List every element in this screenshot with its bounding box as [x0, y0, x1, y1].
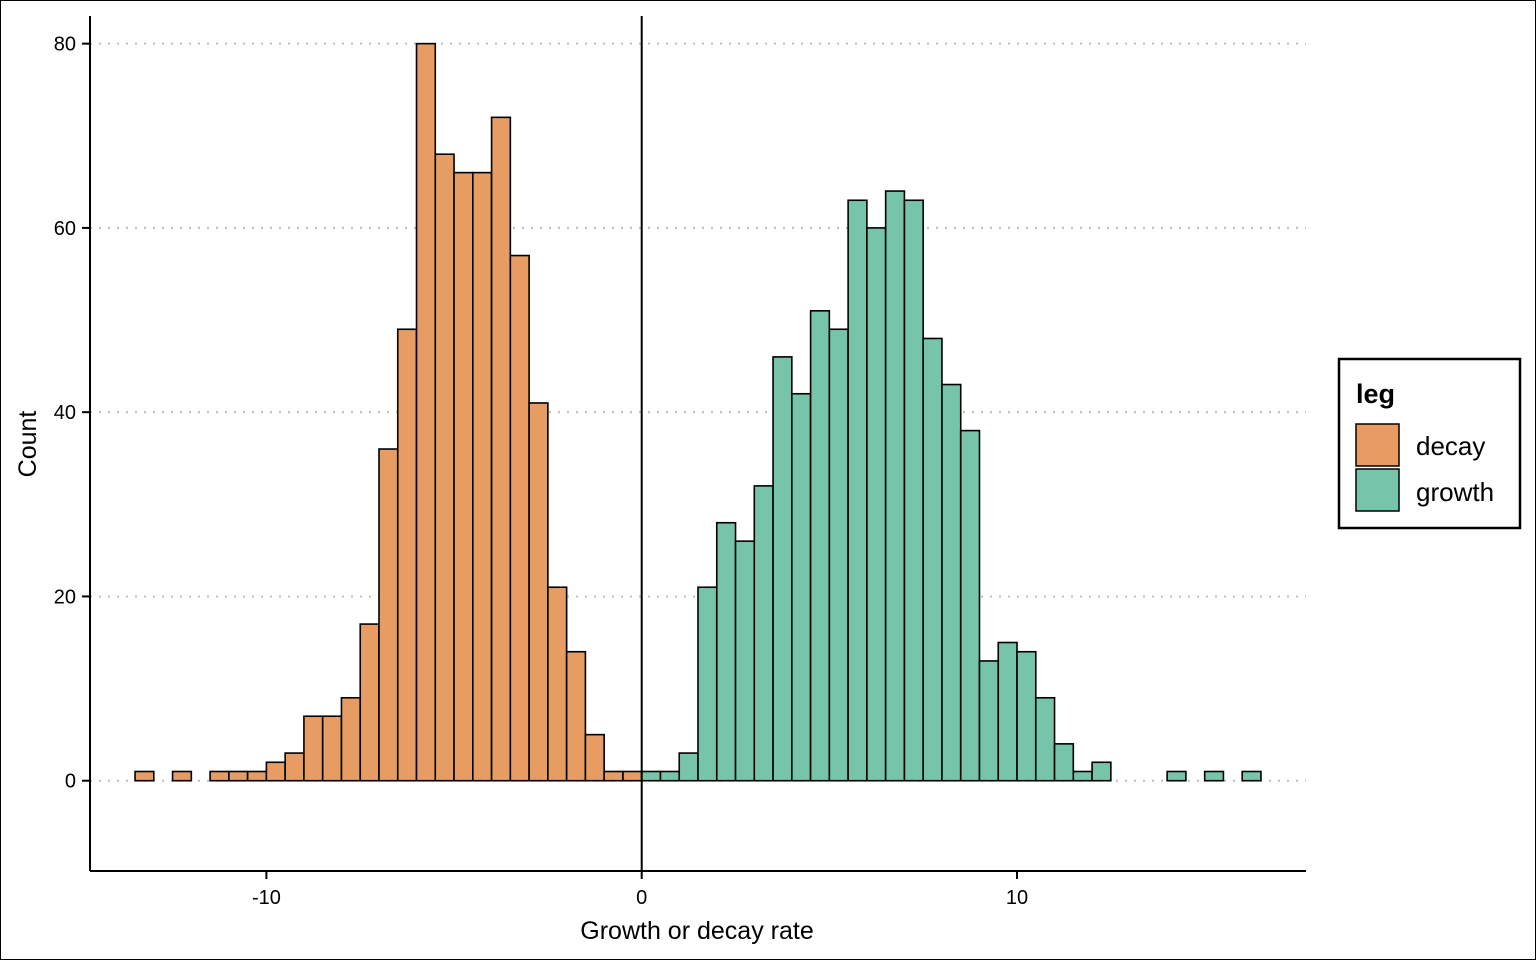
- bar-growth: [922, 337, 943, 782]
- y-tick-label: 80: [54, 34, 76, 56]
- y-tick-label: 20: [54, 586, 76, 608]
- legend-title: leg: [1356, 379, 1395, 409]
- bar-growth: [1072, 770, 1093, 782]
- bar-growth: [903, 199, 924, 782]
- bar-decay: [359, 623, 380, 782]
- bar-decay: [565, 650, 587, 782]
- bar-growth: [866, 227, 887, 782]
- bar-decay: [303, 715, 324, 782]
- y-tick-label: 0: [65, 771, 76, 793]
- bar-decay: [265, 761, 286, 782]
- bar-growth: [1053, 743, 1075, 782]
- bar-growth: [997, 641, 1018, 782]
- bar-growth: [678, 752, 699, 782]
- bar-growth: [1016, 650, 1037, 782]
- legend-key-growth: [1355, 468, 1400, 512]
- legend-key-decay: [1355, 423, 1400, 467]
- y-axis-title: Count: [14, 411, 42, 478]
- bar-growth: [1034, 696, 1056, 782]
- bar-growth: [1241, 770, 1262, 782]
- bar-decay: [209, 770, 230, 782]
- bar-growth: [959, 429, 981, 782]
- bar-decay: [340, 696, 362, 782]
- bar-growth: [1091, 761, 1112, 782]
- y-tick-label: 60: [54, 218, 76, 240]
- bar-growth: [772, 356, 793, 782]
- bar-growth: [640, 770, 662, 782]
- bar-growth: [753, 485, 774, 782]
- bar-decay: [584, 733, 605, 782]
- bar-decay: [378, 448, 399, 782]
- histogram-bars: [134, 42, 1262, 782]
- legend-label-growth: growth: [1416, 477, 1494, 507]
- bar-growth: [828, 328, 849, 782]
- bar-decay: [246, 770, 268, 782]
- bar-decay: [396, 328, 418, 782]
- bar-growth: [847, 199, 868, 782]
- bar-growth: [941, 383, 962, 782]
- bar-decay: [472, 171, 493, 782]
- bar-growth: [715, 521, 737, 782]
- bar-growth: [659, 770, 681, 782]
- bar-growth: [697, 586, 718, 782]
- bar-decay: [622, 770, 643, 782]
- bar-growth: [1166, 770, 1187, 782]
- bar-decay: [603, 770, 624, 782]
- x-tick-label: -10: [252, 887, 281, 909]
- bar-decay: [434, 153, 455, 782]
- bar-growth: [734, 540, 756, 782]
- bar-decay: [453, 171, 474, 782]
- y-tick-label: 40: [54, 402, 76, 424]
- x-tick-label: 10: [1006, 887, 1028, 909]
- bar-growth: [884, 190, 906, 782]
- bar-decay: [134, 770, 155, 782]
- bar-growth: [978, 660, 1000, 782]
- bar-growth: [1203, 770, 1225, 782]
- x-axis-title: Growth or decay rate: [580, 917, 813, 945]
- tick-labels: 0 20 40 60 80 -10 0 10: [54, 34, 1028, 909]
- axes: [82, 16, 1306, 879]
- bar-growth: [791, 392, 812, 782]
- bar-decay: [547, 586, 568, 782]
- legend-label-decay: decay: [1416, 431, 1485, 461]
- bar-decay: [509, 254, 530, 782]
- bar-decay: [228, 770, 249, 782]
- bar-growth: [809, 310, 831, 782]
- bar-decay: [321, 715, 343, 782]
- bar-decay: [415, 42, 437, 782]
- bar-decay: [528, 402, 549, 782]
- bar-decay: [490, 116, 512, 782]
- legend: leg decay growth: [1337, 357, 1522, 530]
- bar-decay: [171, 770, 193, 782]
- bar-decay: [284, 752, 305, 782]
- x-tick-label: 0: [636, 887, 647, 909]
